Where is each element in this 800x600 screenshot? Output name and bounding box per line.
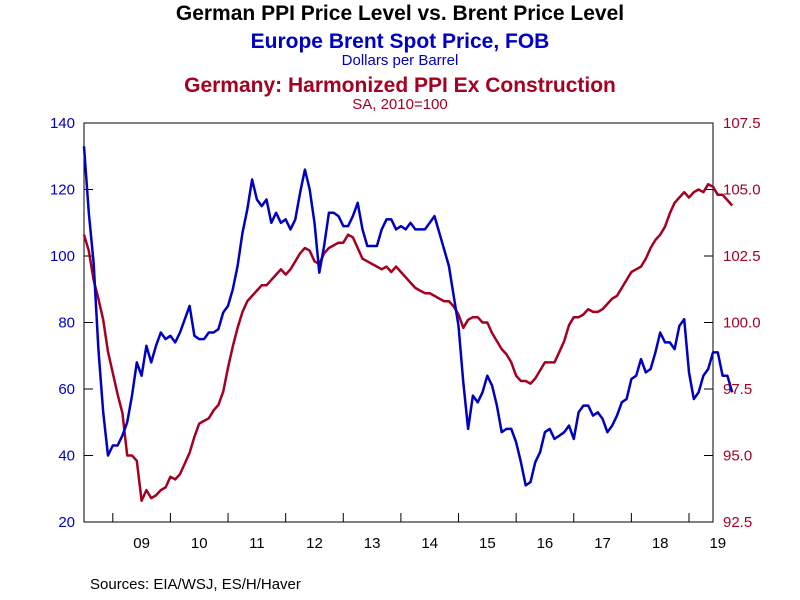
- series-line-ppi: [82, 182, 734, 502]
- series-ppi-unit: SA, 2010=100: [352, 96, 448, 113]
- right-axis: 92.5 95.0 97.5 100.0 102.5 105.0 107.5: [704, 115, 761, 531]
- left-tick-label: 100: [50, 248, 75, 265]
- series-ppi-title: Germany: Harmonized PPI Ex Construction: [184, 74, 616, 97]
- left-tick-label: 120: [50, 182, 75, 199]
- series-line-brent: [82, 146, 734, 487]
- x-tick-label: 18: [652, 535, 669, 552]
- series-brent-unit: Dollars per Barrel: [341, 52, 459, 69]
- source-note: Sources: EIA/WSJ, ES/H/Haver: [90, 576, 301, 593]
- x-tick-label: 16: [537, 535, 554, 552]
- series-brent-title: Europe Brent Spot Price, FOB: [250, 30, 550, 53]
- left-tick-label: 80: [58, 315, 75, 332]
- right-tick-label: 107.5: [723, 115, 761, 132]
- x-tick-label: 19: [709, 535, 726, 552]
- x-tick-label: 15: [479, 535, 496, 552]
- x-axis: 09 10 11 12 13 14 15 16 17 18 19: [112, 513, 726, 552]
- x-tick-label: 17: [594, 535, 611, 552]
- left-tick-label: 140: [50, 115, 75, 132]
- x-tick-label: 13: [364, 535, 381, 552]
- x-tick-label: 11: [249, 535, 265, 552]
- left-tick-label: 20: [58, 514, 75, 531]
- x-tick-label: 14: [421, 535, 438, 552]
- right-tick-label: 97.5: [723, 381, 752, 398]
- left-tick-label: 60: [58, 381, 75, 398]
- left-tick-label: 40: [58, 448, 75, 465]
- right-tick-label: 102.5: [723, 248, 761, 265]
- right-tick-label: 95.0: [723, 448, 752, 465]
- x-tick-label: 12: [306, 535, 323, 552]
- chart-title: German PPI Price Level vs. Brent Price L…: [175, 2, 625, 25]
- right-tick-label: 105.0: [723, 182, 761, 199]
- plot-frame: [83, 122, 714, 523]
- right-tick-label: 92.5: [723, 514, 752, 531]
- x-tick-label: 09: [133, 535, 150, 552]
- right-tick-label: 100.0: [723, 315, 761, 332]
- left-axis: 20 40 60 80 100 120 140: [50, 115, 93, 531]
- x-tick-label: 10: [191, 535, 208, 552]
